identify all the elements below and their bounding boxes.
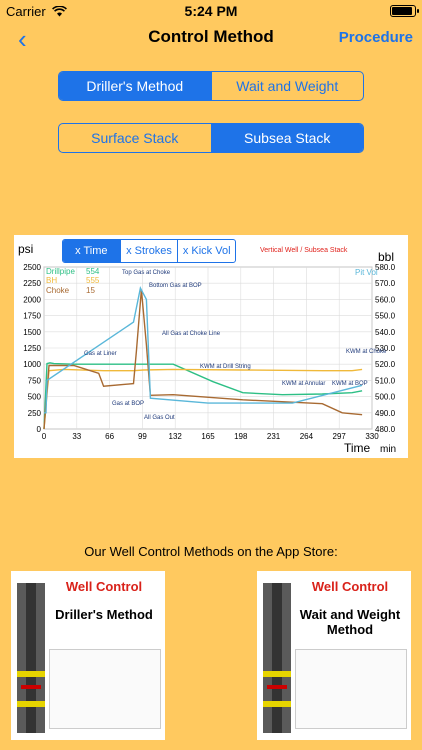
card-method: Wait and Weight Method bbox=[299, 607, 401, 637]
drillers-method-app-card[interactable]: Well Control Driller's Method bbox=[11, 571, 165, 740]
card-brand: Well Control bbox=[311, 579, 389, 594]
y-left-tick-label: 2250 bbox=[23, 279, 41, 288]
annotation-kmw-annular: KWM at Annular bbox=[282, 381, 325, 387]
tab-x-strokes[interactable]: x Strokes bbox=[119, 240, 178, 262]
well-diagram-image bbox=[263, 583, 291, 733]
y-right-tick-label: 550.0 bbox=[375, 312, 396, 321]
y-right-tick-label: 510.0 bbox=[375, 376, 396, 385]
legend-drillpipe-name: Drillpipe bbox=[46, 267, 75, 276]
y-left-tick-label: 2000 bbox=[23, 295, 41, 304]
x-unit: min bbox=[380, 444, 396, 455]
chart-grid bbox=[43, 266, 373, 430]
y-right-tick-label: 490.0 bbox=[375, 409, 396, 418]
wifi-icon bbox=[52, 5, 67, 20]
y-right-tick-label: 570.0 bbox=[375, 279, 396, 288]
wait-and-weight-app-card[interactable]: Well Control Wait and Weight Method bbox=[257, 571, 411, 740]
y-right-ticks: 580.0 570.0 560.0 550.0 540.0 530.0 520.0 510.0… bbox=[375, 263, 396, 434]
annotation-bottom-gas: Bottom Gas at BOP bbox=[149, 283, 202, 289]
x-tick-label: 297 bbox=[333, 432, 347, 441]
series-line-bh bbox=[43, 368, 363, 430]
x-tick-label: 33 bbox=[72, 432, 81, 441]
y-left-tick-label: 250 bbox=[28, 409, 42, 418]
x-tick-label: 198 bbox=[234, 432, 248, 441]
y-left-tick-label: 500 bbox=[28, 393, 42, 402]
y-right-tick-label: 500.0 bbox=[375, 393, 396, 402]
legend-choke-name: Choke bbox=[46, 286, 70, 295]
clock: 5:24 PM bbox=[184, 3, 238, 19]
well-diagram-image bbox=[17, 583, 45, 733]
x-tick-label: 99 bbox=[138, 432, 147, 441]
y-left-tick-label: 750 bbox=[28, 376, 42, 385]
mini-chart-image bbox=[49, 649, 161, 729]
y-right-tick-label: 560.0 bbox=[375, 295, 396, 304]
x-tick-label: 0 bbox=[42, 432, 47, 441]
y-left-tick-label: 1250 bbox=[23, 344, 41, 353]
status-bar: Carrier 5:24 PM bbox=[0, 0, 422, 22]
y-right-tick-label: 540.0 bbox=[375, 328, 396, 337]
tab-x-time[interactable]: x Time bbox=[63, 240, 120, 262]
annotation-kmw-bit: KWM at BOP bbox=[332, 381, 368, 387]
x-unit-label: Time bbox=[344, 441, 371, 455]
annotation-all-gas-choke: All Gas at Choke Line bbox=[162, 331, 221, 337]
drillers-method-tab[interactable]: Driller's Method bbox=[59, 72, 211, 100]
annotation-kmw-drill: KWM at Drill String bbox=[200, 364, 251, 370]
x-tick-label: 66 bbox=[105, 432, 114, 441]
chart-subtitle: Vertical Well / Subsea Stack bbox=[260, 247, 348, 254]
annotation-kmw-choke: KWM at Choke bbox=[346, 349, 387, 355]
navigation-bar: ‹ Control Method Procedure bbox=[0, 22, 422, 54]
surface-stack-tab[interactable]: Surface Stack bbox=[91, 130, 179, 146]
annotation-gas-bop: Gas at BOP bbox=[112, 401, 144, 407]
y-left-tick-label: 1750 bbox=[23, 312, 41, 321]
pit-vol-label: Pit Vol bbox=[355, 268, 378, 277]
page-title: Control Method bbox=[148, 27, 274, 46]
pressure-chart: 2500 2250 2000 1750 1500 1250 1000 750 500 250 0 5… bbox=[14, 235, 408, 458]
battery-icon bbox=[390, 5, 419, 17]
y-left-tick-label: 1500 bbox=[23, 328, 41, 337]
y-right-tick-label: 480.0 bbox=[375, 425, 396, 434]
card-brand: Well Control bbox=[65, 579, 143, 594]
y-left-unit: psi bbox=[18, 242, 33, 256]
x-tick-label: 165 bbox=[201, 432, 215, 441]
wait-and-weight-tab[interactable]: Wait and Weight bbox=[210, 72, 364, 100]
legend-drillpipe-value: 554 bbox=[86, 267, 100, 276]
procedure-button[interactable]: Procedure bbox=[338, 29, 413, 46]
y-right-unit: bbl bbox=[378, 250, 394, 264]
x-tick-label: 231 bbox=[267, 432, 281, 441]
y-left-tick-label: 0 bbox=[37, 425, 42, 434]
legend-bh-value: 555 bbox=[86, 276, 100, 285]
legend-choke-value: 15 bbox=[86, 286, 95, 295]
annotation-gas-liner: Gas at Liner bbox=[84, 351, 117, 357]
method-segmented-control: Driller's Method Wait and Weight bbox=[58, 71, 364, 101]
x-tick-label: 264 bbox=[300, 432, 314, 441]
card-method: Driller's Method bbox=[55, 607, 153, 622]
back-chevron-icon[interactable]: ‹ bbox=[18, 24, 27, 54]
y-right-tick-label: 580.0 bbox=[375, 263, 396, 272]
y-right-tick-label: 530.0 bbox=[375, 344, 396, 353]
subsea-stack-tab[interactable]: Subsea Stack bbox=[210, 124, 363, 152]
series-line-drillpipe bbox=[43, 362, 363, 430]
promo-text: Our Well Control Methods on the App Stor… bbox=[84, 544, 338, 559]
stack-segmented-control: Surface Stack Subsea Stack bbox=[58, 123, 364, 153]
series-line-pit-vol bbox=[44, 286, 363, 414]
annotation-all-gas-out: All Gas Out bbox=[144, 415, 175, 421]
chart-series bbox=[43, 286, 363, 430]
mini-chart-image bbox=[295, 649, 407, 729]
x-tick-label: 132 bbox=[169, 432, 183, 441]
tab-x-kick-vol[interactable]: x Kick Vol bbox=[177, 240, 235, 262]
y-left-tick-label: 2500 bbox=[23, 263, 41, 272]
legend-bh-name: BH bbox=[46, 276, 57, 285]
y-right-tick-label: 520.0 bbox=[375, 360, 396, 369]
x-tick-label: 330 bbox=[365, 432, 379, 441]
carrier-label: Carrier bbox=[6, 4, 46, 19]
x-ticks: 0 33 66 99 132 165 198 231 264 297 330 bbox=[42, 432, 379, 441]
y-left-tick-label: 1000 bbox=[23, 360, 41, 369]
annotation-top-gas: Top Gas at Choke bbox=[122, 270, 171, 276]
chart-axis-tabs: x Time x Strokes x Kick Vol bbox=[62, 239, 236, 263]
